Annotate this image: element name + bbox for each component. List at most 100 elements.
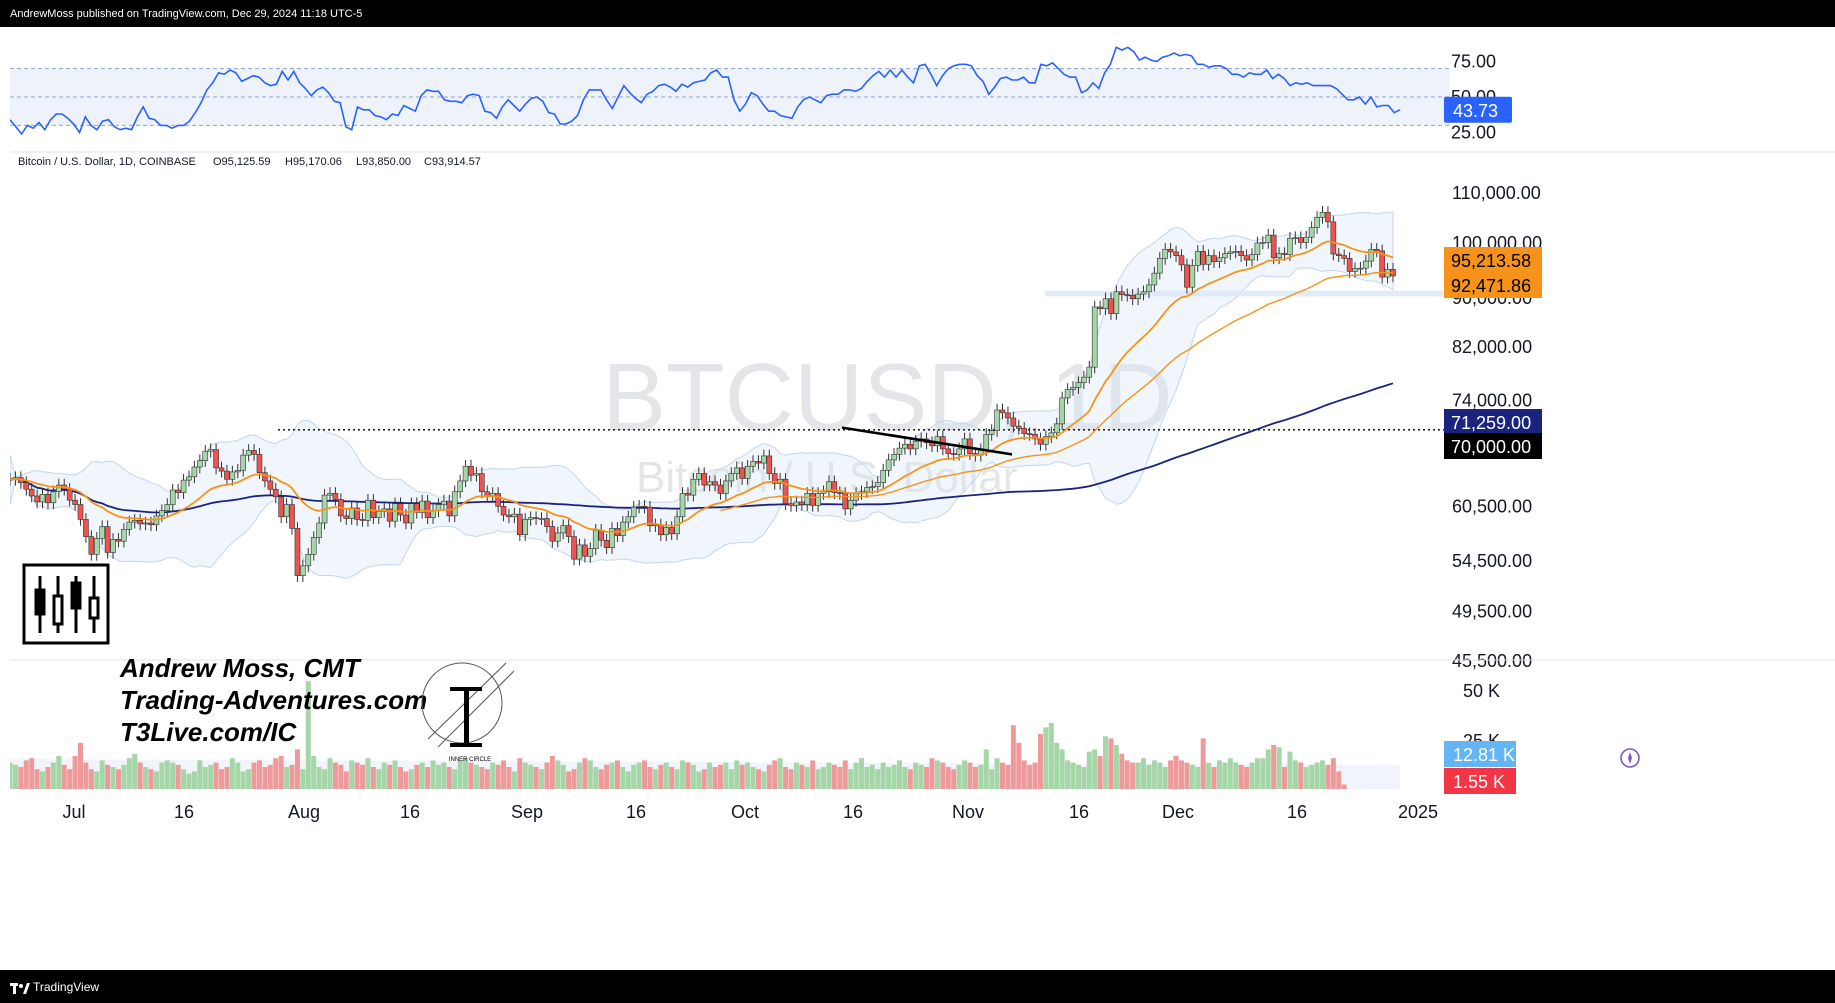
- candle: [50, 491, 57, 504]
- volume-bar: [1097, 756, 1103, 789]
- candle: [446, 500, 453, 517]
- volume-bar: [924, 767, 930, 789]
- candle: [1032, 434, 1038, 440]
- volume-avg-badge: [1444, 741, 1516, 767]
- volume-bar: [186, 773, 192, 789]
- volume-bar: [181, 769, 187, 789]
- candle: [272, 488, 279, 498]
- candle: [1026, 433, 1033, 435]
- candle: [1167, 248, 1174, 253]
- volume-bar: [99, 760, 105, 789]
- volume-bar: [78, 742, 84, 789]
- volume-bar: [12, 764, 18, 789]
- candle: [66, 488, 73, 501]
- candle: [717, 484, 724, 494]
- volume-bar: [685, 762, 691, 789]
- volume-bar: [224, 767, 230, 789]
- volume-bar: [1309, 764, 1315, 789]
- candle: [1135, 293, 1141, 300]
- candle: [408, 503, 415, 524]
- volume-bar: [1016, 742, 1022, 789]
- candle: [799, 501, 805, 505]
- candle: [549, 526, 556, 542]
- volume-bar: [1298, 762, 1304, 789]
- volume-bar: [414, 764, 420, 789]
- volume-pane: 50 K25 K12.81 K1.55 KJul16Aug16Sep16Oct1…: [10, 681, 1516, 822]
- volume-bar: [571, 769, 577, 789]
- volume-bar: [739, 764, 745, 789]
- volume-bar: [490, 762, 496, 789]
- chart-panel: BTCUSD, 1D Bitcoin / U.S. Dollar 75.0050…: [10, 27, 1835, 970]
- candle: [815, 493, 821, 506]
- volume-bar: [327, 758, 333, 789]
- candle: [473, 473, 480, 476]
- candle: [999, 409, 1006, 414]
- volume-bar: [1303, 767, 1309, 789]
- volume-bar: [1178, 760, 1184, 789]
- candle: [712, 481, 718, 486]
- candle: [34, 495, 40, 503]
- candle: [517, 513, 523, 536]
- candle: [885, 459, 892, 471]
- candle: [191, 466, 198, 478]
- candle: [1037, 438, 1044, 445]
- candle: [56, 484, 62, 493]
- volume-bar: [289, 764, 295, 789]
- volume-bar: [1075, 764, 1081, 789]
- snapshot-icon[interactable]: [1620, 748, 1640, 768]
- candle: [1151, 272, 1158, 286]
- volume-bar: [783, 767, 789, 789]
- legend-symbol: Bitcoin / U.S. Dollar, 1D, COINBASE: [18, 156, 196, 168]
- candle: [99, 526, 105, 539]
- volume-last-badge: [1444, 768, 1516, 794]
- volume-bar: [1032, 762, 1038, 789]
- candle: [701, 473, 708, 486]
- volume-bar: [978, 764, 984, 789]
- volume-bar: [598, 769, 604, 789]
- price-tick-label: 60,500.00: [1452, 496, 1532, 516]
- volume-bar: [669, 767, 675, 789]
- candle: [115, 539, 122, 542]
- volume-bar: [582, 758, 588, 789]
- candle: [1319, 212, 1326, 218]
- candle: [739, 467, 745, 479]
- volume-bar: [403, 771, 409, 789]
- candle: [310, 537, 317, 555]
- candle: [1086, 366, 1093, 378]
- volume-bar: [267, 764, 273, 789]
- volume-bar: [880, 762, 886, 789]
- candle: [332, 493, 339, 500]
- volume-bar: [869, 764, 875, 789]
- candle: [647, 506, 653, 526]
- volume-bar: [430, 760, 436, 789]
- candle: [945, 448, 952, 454]
- candle: [641, 505, 648, 508]
- volume-bar: [994, 758, 1000, 789]
- volume-bar: [929, 758, 935, 789]
- volume-bar: [864, 767, 870, 789]
- volume-bar: [755, 769, 761, 789]
- volume-bar: [631, 764, 637, 789]
- volume-bar: [745, 762, 751, 789]
- candle: [267, 480, 274, 490]
- price-tick-label: 49,500.00: [1452, 601, 1532, 621]
- candle: [902, 443, 908, 449]
- volume-bar: [262, 767, 268, 789]
- volume-bar: [132, 753, 138, 789]
- candle: [609, 528, 615, 549]
- volume-bar: [202, 767, 208, 789]
- chart-canvas[interactable]: BTCUSD, 1D Bitcoin / U.S. Dollar 75.0050…: [10, 27, 1835, 970]
- volume-bar: [566, 771, 572, 789]
- volume-bar: [1222, 762, 1228, 789]
- volume-bar: [560, 764, 566, 789]
- volume-bar: [853, 762, 859, 789]
- candle: [1357, 267, 1364, 270]
- volume-bar: [387, 764, 393, 789]
- volume-bar: [1070, 762, 1076, 789]
- candle: [175, 489, 181, 493]
- volume-bar: [734, 760, 740, 789]
- volume-bar: [278, 756, 284, 789]
- candle: [826, 481, 832, 493]
- candle: [554, 532, 561, 542]
- candle: [131, 520, 138, 523]
